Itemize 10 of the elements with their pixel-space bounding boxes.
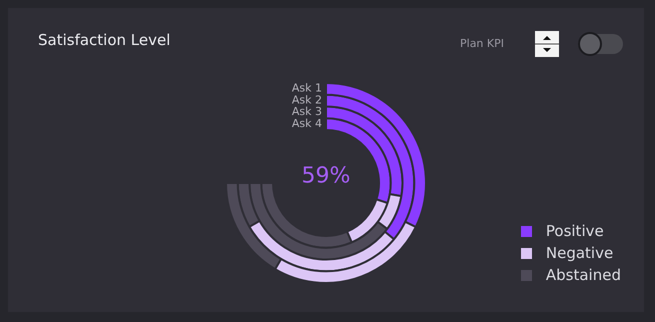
- text: Satisfaction Level: [38, 31, 170, 49]
- slice-label: Ask 2: [292, 93, 322, 106]
- legend-label: Abstained: [546, 266, 621, 284]
- text: Plan KPI: [460, 37, 504, 50]
- slice-label: Ask 4: [292, 116, 322, 130]
- text: 59%: [302, 164, 350, 189]
- slice-label: Ask 3: [292, 105, 322, 118]
- legend-label: Positive: [546, 222, 604, 240]
- slice-label: Ask 1: [292, 82, 322, 95]
- legend-label: Negative: [546, 244, 614, 262]
